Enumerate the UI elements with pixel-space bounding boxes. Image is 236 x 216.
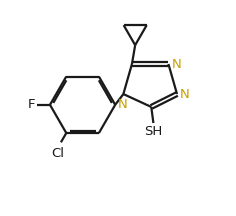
Text: Cl: Cl bbox=[52, 147, 65, 160]
Text: N: N bbox=[180, 87, 190, 101]
Text: N: N bbox=[172, 57, 181, 70]
Text: N: N bbox=[118, 98, 127, 111]
Text: SH: SH bbox=[144, 125, 163, 138]
Text: F: F bbox=[28, 98, 35, 111]
